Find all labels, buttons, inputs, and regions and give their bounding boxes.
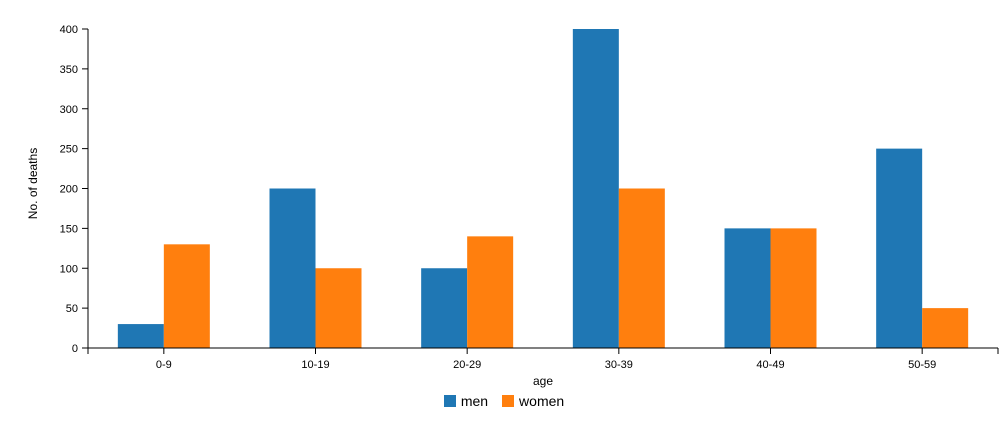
x-tick-label-20-29: 20-29 [453,359,481,371]
x-tick-label-10-19: 10-19 [301,359,329,371]
x-axis-title: age [533,374,553,388]
y-tick-label-400: 400 [60,24,78,36]
bar-men-50-59 [876,148,923,348]
bar-men-30-39 [572,29,619,348]
legend: men women [0,393,1008,409]
y-tick-label-100: 100 [60,263,78,275]
y-tick-label-250: 250 [60,144,78,156]
y-tick-label-200: 200 [60,184,78,196]
legend-swatch-women [502,395,515,407]
bar-women-30-39 [618,188,665,348]
legend-label-men: men [460,393,489,409]
bar-women-0-9 [163,244,210,348]
bar-women-10-19 [315,268,362,348]
y-axis-title: No. of deaths [26,148,40,219]
bar-men-40-49 [724,228,771,348]
bar-men-20-29 [421,268,468,348]
y-tick-label-0: 0 [72,343,78,355]
legend-item-men: men [443,393,489,409]
x-tick-label-40-49: 40-49 [756,359,784,371]
bar-women-20-29 [467,236,514,348]
y-tick-label-300: 300 [60,104,78,116]
legend-swatch-men [443,395,456,407]
bar-women-40-49 [770,228,817,348]
y-tick-label-350: 350 [60,64,78,76]
bar-men-0-9 [117,324,164,348]
bar-men-10-19 [269,188,316,348]
bar-women-50-59 [922,308,969,348]
legend-item-women: women [502,393,564,409]
legend-label-women: women [519,393,565,409]
y-tick-label-50: 50 [66,303,78,315]
y-tick-label-150: 150 [60,223,78,235]
x-tick-label-30-39: 30-39 [605,359,633,371]
x-tick-label-0-9: 0-9 [156,359,172,371]
x-tick-label-50-59: 50-59 [908,359,936,371]
